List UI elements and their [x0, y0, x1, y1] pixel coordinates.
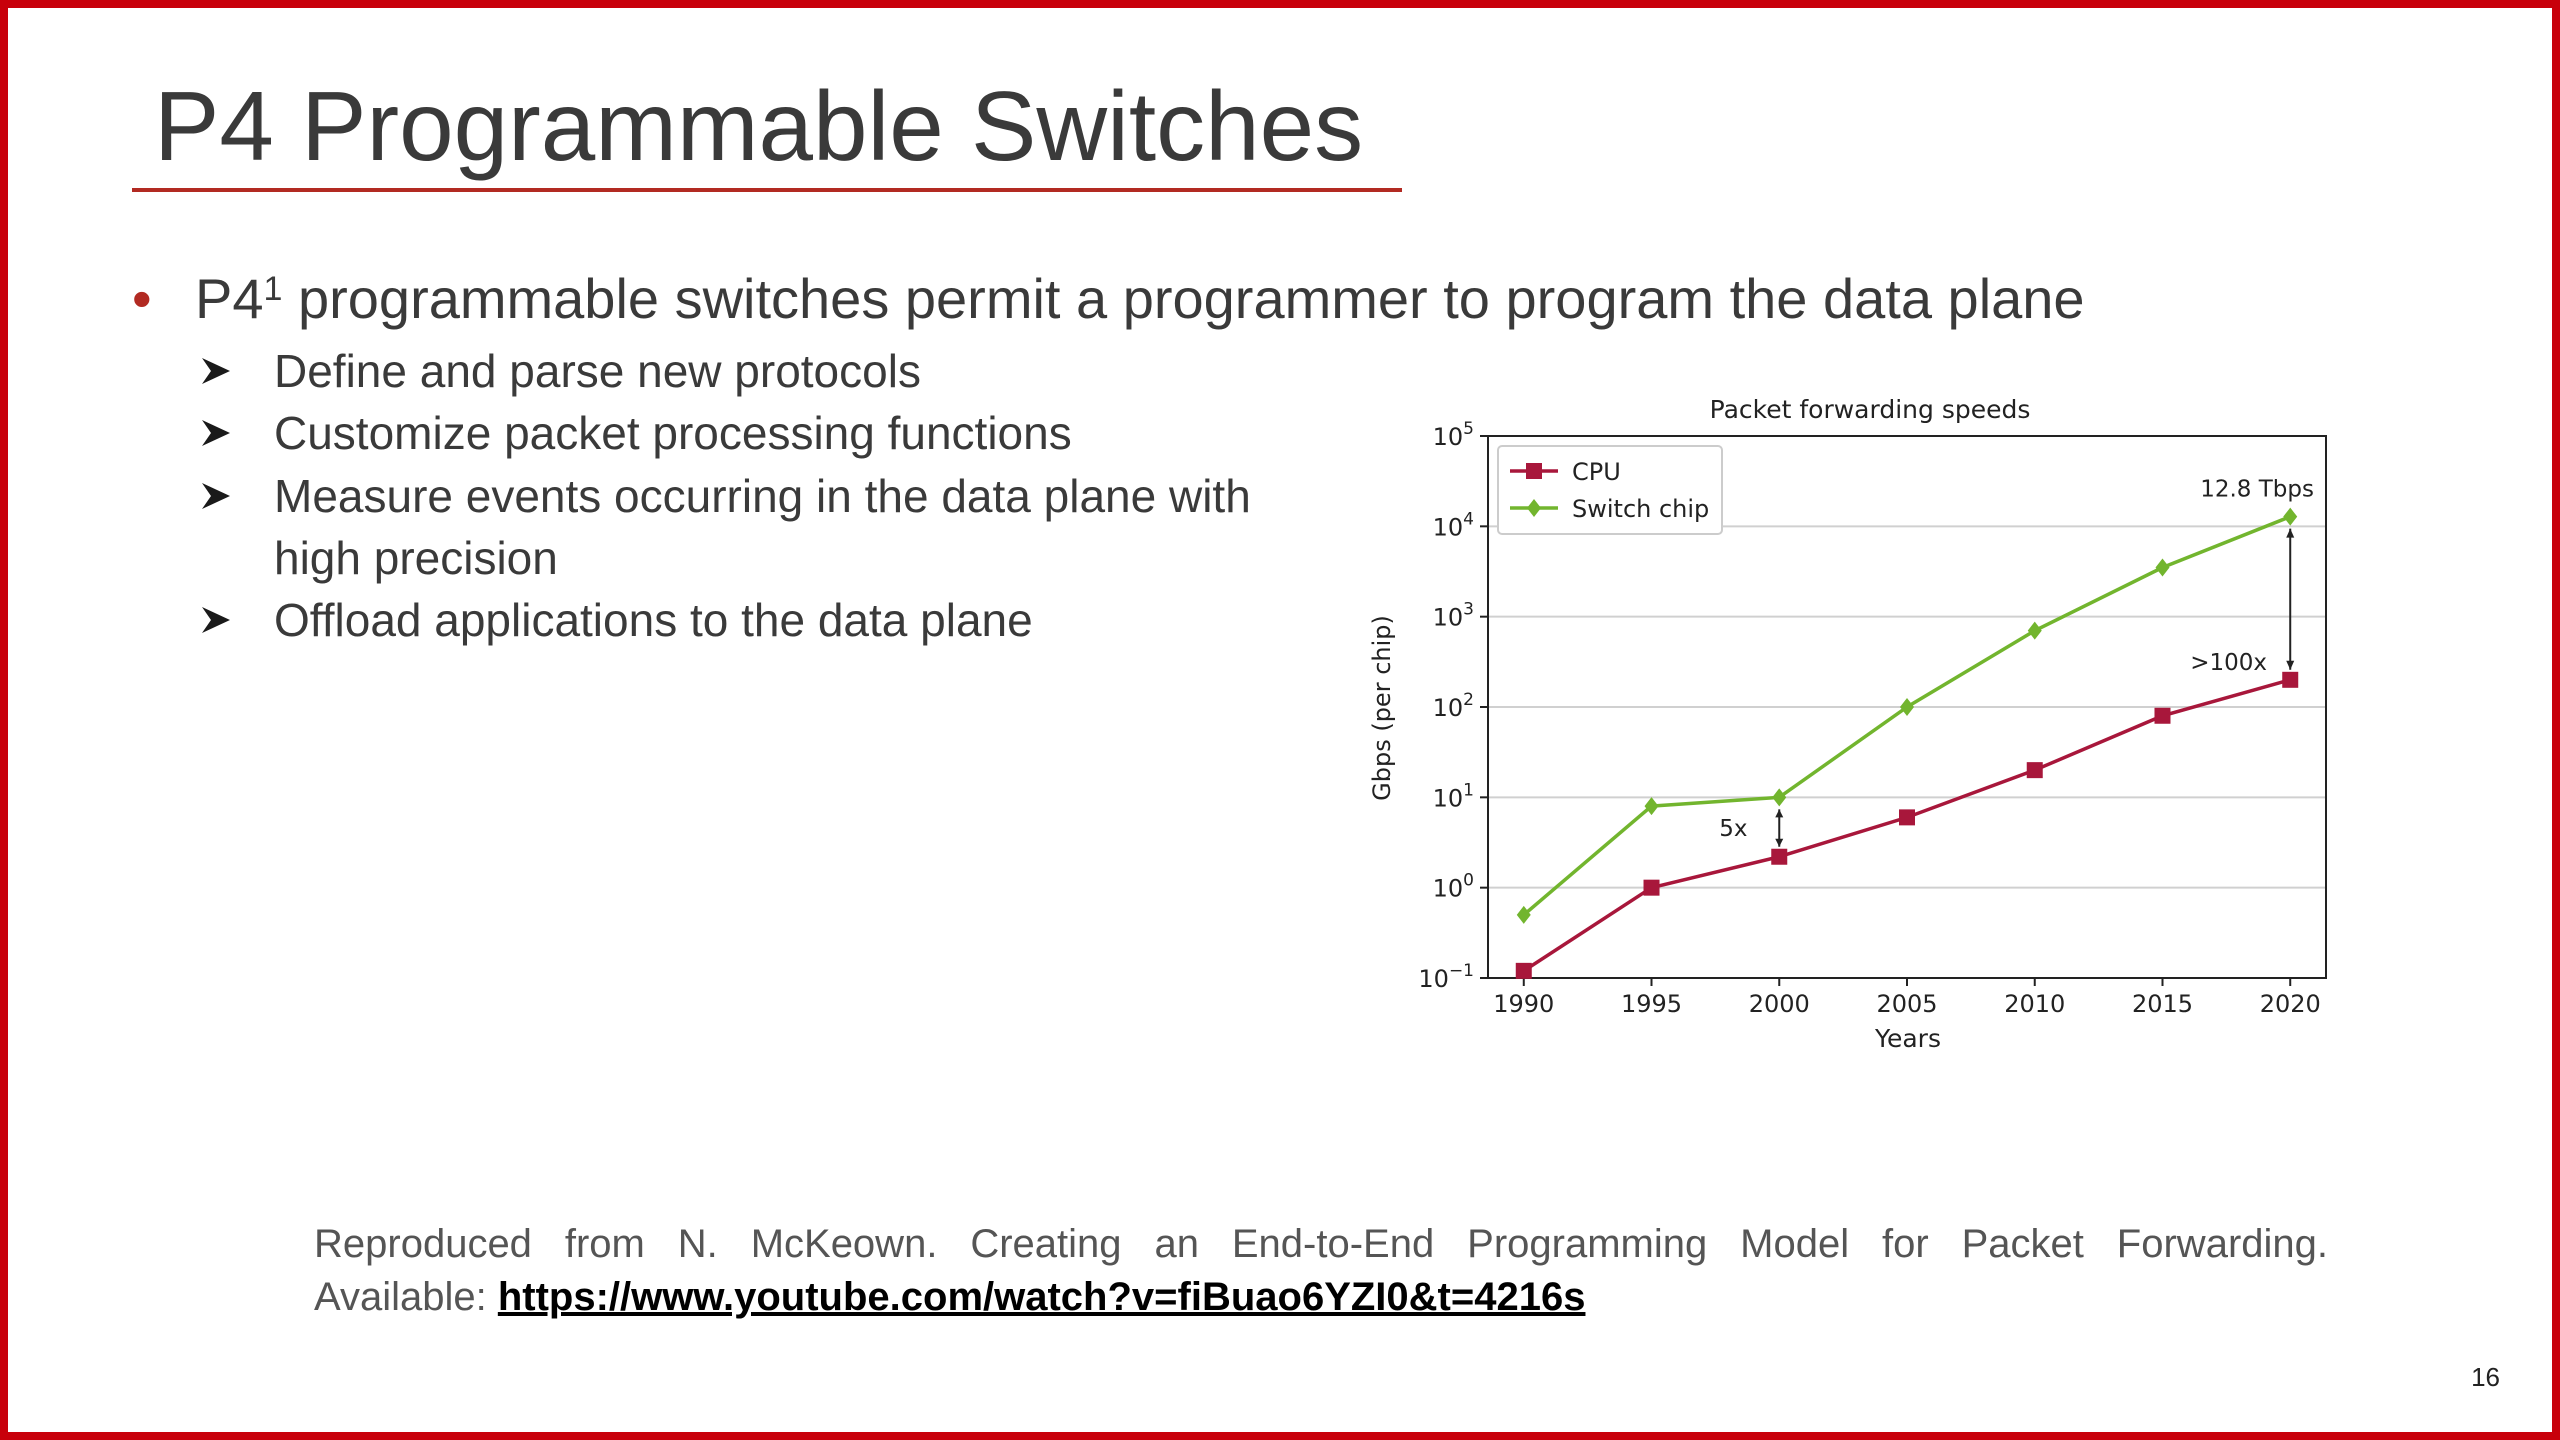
cpu-data-point	[1771, 848, 1788, 865]
switch-chip-data-point	[2155, 558, 2170, 577]
arrowhead-down-icon	[1775, 838, 1784, 847]
y-tick-exponent: −1	[1449, 961, 1474, 981]
bullet-dot-icon: •	[132, 267, 152, 330]
page-number: 16	[2471, 1362, 2500, 1392]
citation-link[interactable]: https://www.youtube.com/watch?v=fiBuao6Y…	[497, 1275, 1586, 1319]
legend-marker	[1527, 499, 1541, 517]
y-tick-exponent: 3	[1463, 600, 1474, 620]
arrowhead-up-icon	[1775, 809, 1784, 818]
legend-marker	[1526, 463, 1542, 479]
y-tick-label: 105	[1433, 419, 1474, 451]
annotation-5x: 5x	[1719, 816, 1747, 842]
x-tick-label: 1995	[1621, 990, 1682, 1018]
switch-chip-data-point	[2027, 621, 2042, 640]
switch-chip-data-point	[1516, 905, 1531, 924]
chart-y-axis-label: Gbps (per chip)	[1368, 615, 1396, 801]
cpu-data-point	[2154, 707, 2171, 724]
chart-x-axis-label: Years	[1874, 1024, 1941, 1053]
y-tick-exponent: 5	[1463, 419, 1474, 439]
chart-svg: Packet forwarding speeds Years Gbps (per…	[1368, 395, 2327, 1053]
arrowhead-bullet-icon	[202, 607, 230, 633]
citation-text: Reproduced from N. McKeown. Creating an …	[314, 1222, 2328, 1266]
y-tick-base: 10	[1433, 784, 1464, 812]
switch-chip-data-point	[1900, 698, 1914, 716]
x-tick-label: 2010	[2004, 990, 2065, 1018]
arrowhead-bullet-icon	[202, 483, 230, 509]
legend-label: CPU	[1572, 458, 1621, 486]
annotation-12-8-tbps: 12.8 Tbps	[2200, 477, 2314, 503]
y-tick-exponent: 0	[1463, 871, 1474, 891]
chart-title: Packet forwarding speeds	[1710, 395, 2031, 424]
y-tick-exponent: 1	[1463, 780, 1474, 800]
y-tick-base: 10	[1433, 875, 1464, 903]
switch-chip-data-point	[1644, 797, 1659, 816]
citation-available-label: Available:	[314, 1275, 498, 1319]
legend-box	[1497, 445, 1723, 535]
y-tick-label: 103	[1433, 600, 1474, 632]
source-citation: Reproduced from N. McKeown. Creating an …	[314, 1218, 2328, 1324]
y-tick-label: 100	[1433, 871, 1474, 903]
cpu-data-point	[2026, 762, 2043, 779]
x-tick-label: 2000	[1749, 990, 1810, 1018]
switch-chip-data-point	[1772, 788, 1787, 807]
y-tick-label: 101	[1433, 780, 1474, 812]
slide-title: P4 Programmable Switches	[154, 71, 1364, 181]
subitem-text: Measure events occurring in the data pla…	[274, 470, 1251, 522]
subitem-text: high precision	[274, 532, 558, 584]
plot-frame	[1487, 435, 2327, 979]
subitem-text: Customize packet processing functions	[274, 407, 1072, 459]
arrowhead-down-icon	[2286, 660, 2295, 670]
cpu-data-point	[2282, 671, 2299, 688]
y-tick-base: 10	[1433, 604, 1464, 632]
y-tick-label: 104	[1433, 509, 1474, 541]
main-bullet-prefix: P4	[195, 267, 264, 330]
y-tick-base: 10	[1433, 694, 1464, 722]
subitem-text: Offload applications to the data plane	[274, 594, 1033, 646]
y-tick-label: 10−1	[1418, 961, 1474, 993]
footnote-marker: 1	[263, 270, 283, 308]
main-bullet-text: P41 programmable switches permit a progr…	[195, 266, 2085, 331]
x-tick-label: 2015	[2132, 990, 2193, 1018]
y-tick-base: 10	[1433, 423, 1464, 451]
arrowhead-bullet-icon	[202, 420, 230, 446]
y-tick-base: 10	[1433, 513, 1464, 541]
cpu-data-point	[1515, 962, 1532, 979]
annotation-100x: >100x	[2190, 650, 2267, 676]
subitem-text: Define and parse new protocols	[274, 345, 921, 397]
packet-forwarding-chart: Packet forwarding speeds Years Gbps (per…	[1368, 388, 2328, 1068]
arrowhead-up-icon	[2286, 528, 2295, 538]
x-tick-label: 1990	[1493, 990, 1554, 1018]
legend-label: Switch chip	[1572, 495, 1709, 523]
y-tick-exponent: 2	[1463, 690, 1474, 710]
arrowhead-bullet-icon	[202, 358, 230, 384]
y-tick-base: 10	[1418, 965, 1449, 993]
y-tick-exponent: 4	[1463, 509, 1474, 529]
y-tick-label: 102	[1433, 690, 1474, 722]
title-underline	[132, 188, 1402, 192]
main-bullet-rest: programmable switches permit a programme…	[282, 267, 2085, 330]
cpu-data-point	[1643, 879, 1660, 896]
x-tick-label: 2005	[1876, 990, 1937, 1018]
switch-chip-data-point	[2283, 507, 2298, 526]
cpu-data-point	[1899, 809, 1915, 826]
x-tick-label: 2020	[2260, 990, 2321, 1018]
